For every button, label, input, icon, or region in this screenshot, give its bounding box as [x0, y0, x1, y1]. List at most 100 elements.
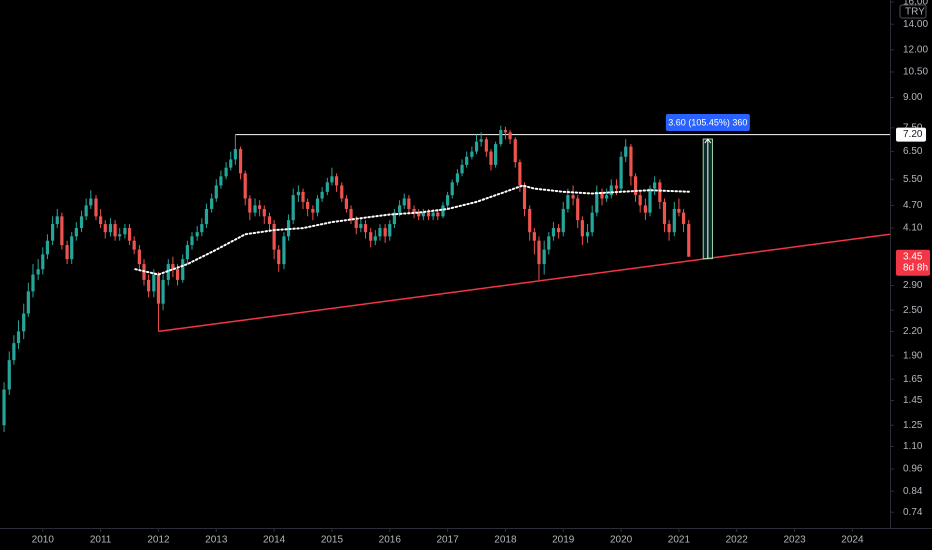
candle-body: [262, 208, 266, 217]
candle-body: [474, 141, 479, 152]
candle-body: [658, 182, 662, 202]
measure-label-box: [665, 114, 750, 131]
candle-body: [595, 191, 599, 213]
candle-body: [363, 224, 368, 233]
candle-body: [470, 151, 474, 157]
x-tick-label: 2018: [494, 535, 517, 546]
candle-body: [161, 279, 165, 304]
candle-body: [277, 249, 281, 265]
y-tick-label: 0.74: [903, 507, 923, 518]
candle-body: [123, 228, 127, 235]
candle-body: [210, 198, 214, 209]
candle-body: [137, 249, 141, 265]
candle-body: [190, 236, 194, 246]
candle-body: [503, 130, 508, 133]
candle-body: [16, 331, 21, 344]
candle-body: [681, 212, 686, 225]
candle-body: [2, 389, 6, 426]
candle-body: [132, 240, 136, 250]
last-price-box: [896, 249, 930, 276]
y-tick-label: 6.50: [903, 146, 923, 157]
candle-body: [152, 274, 156, 292]
candle-body: [147, 279, 151, 292]
y-tick-label: 1.10: [903, 441, 923, 452]
candle-body: [619, 156, 623, 189]
candle-body: [585, 232, 590, 237]
candle-body: [513, 139, 517, 163]
candle-body: [195, 232, 199, 237]
candle-body: [330, 176, 334, 183]
candle-body: [354, 220, 358, 229]
candle-body: [373, 236, 377, 241]
candle-body: [436, 212, 440, 217]
candle-body: [629, 146, 633, 177]
y-tick-label: 16.00: [903, 0, 928, 8]
candle-body: [667, 224, 671, 233]
last-price-label: 3.45: [903, 251, 923, 262]
candle-body: [185, 245, 189, 260]
candle-body: [233, 149, 237, 160]
candle-body: [605, 195, 609, 199]
candle-body: [600, 191, 604, 199]
candle-body: [118, 234, 122, 237]
candle-body: [551, 228, 556, 237]
candle-body: [566, 195, 570, 209]
candle-body: [258, 205, 262, 209]
candle-body: [431, 212, 435, 217]
x-tick-label: 2017: [436, 535, 459, 546]
candle-body: [407, 198, 411, 209]
candle-body: [229, 159, 233, 168]
y-tick-label: 0.96: [903, 464, 923, 475]
candle-body: [542, 249, 546, 265]
candle-body: [648, 188, 652, 213]
y-tick-label: 1.65: [903, 374, 923, 385]
candle-body: [340, 185, 344, 199]
candle-body: [614, 185, 619, 189]
hline-price-box: [896, 127, 926, 142]
candle-body: [55, 216, 59, 225]
candle-body: [108, 224, 113, 233]
x-tick-label: 2024: [841, 535, 864, 546]
candle-body: [522, 185, 527, 209]
candle-body: [349, 208, 353, 221]
candle-body: [22, 313, 26, 332]
candle-body: [662, 201, 667, 225]
candle-body: [537, 240, 541, 265]
candle-body: [181, 259, 185, 280]
candle-body: [557, 228, 561, 233]
candle-body: [369, 232, 373, 241]
candle-body: [388, 224, 392, 237]
candle-body: [7, 360, 11, 390]
candle-body: [171, 264, 175, 270]
candle-body: [484, 139, 488, 152]
candle-body: [402, 198, 406, 206]
candle-body: [441, 205, 445, 217]
measure-arrow-head: [704, 138, 712, 144]
candle-body: [633, 176, 638, 196]
candle-body: [306, 201, 310, 209]
candle-body: [204, 208, 209, 225]
candle-body: [99, 216, 103, 225]
candle-body: [156, 274, 161, 304]
candle-body: [561, 208, 565, 233]
candle-body: [127, 228, 132, 241]
candle-body: [392, 212, 396, 225]
y-tick-label: 14.00: [903, 19, 928, 30]
currency-label: TRY: [905, 7, 925, 18]
x-tick-label: 2011: [90, 535, 112, 546]
currency-box: [899, 4, 927, 19]
trend-line: [158, 233, 891, 333]
y-tick-label: 12.00: [903, 44, 928, 55]
candle-body: [36, 269, 40, 275]
y-tick-label: 0.84: [903, 486, 923, 497]
candle-body: [624, 146, 628, 157]
candle-body: [12, 343, 16, 361]
candle-body: [291, 195, 295, 221]
candle-body: [45, 240, 50, 255]
candle-body: [26, 291, 30, 314]
candle-body: [89, 198, 93, 206]
candle-body: [638, 195, 642, 206]
y-tick-label: 1.25: [903, 420, 923, 431]
x-tick-label: 2010: [32, 535, 55, 546]
candle-body: [446, 195, 450, 206]
